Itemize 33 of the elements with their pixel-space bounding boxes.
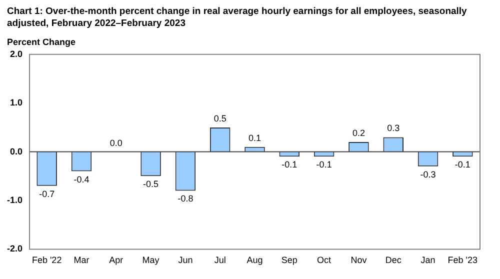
y-tick-label: 2.0 [10, 48, 23, 59]
data-label: -0.1 [282, 160, 298, 170]
data-label: -0.1 [316, 160, 332, 170]
x-tick-label: Jul [214, 255, 226, 266]
x-tick-label: Oct [317, 255, 332, 266]
x-tick-label: Apr [109, 255, 124, 266]
data-label: -0.8 [178, 194, 194, 204]
data-label: 0.5 [214, 113, 226, 124]
chart-title: Chart 1: Over-the-month percent change in real average hourly earnings for all employees, seasonally adjusted, February 2022–February 2023 [7, 6, 468, 30]
data-label: -0.5 [143, 179, 159, 190]
x-tick-label: Feb '23 [448, 255, 478, 266]
data-label: 0.3 [387, 123, 400, 134]
x-tick-label: Jun [178, 255, 193, 266]
x-tick-label: Feb '22 [32, 255, 62, 266]
y-tick-label: 1.0 [10, 98, 23, 108]
x-tick-label: Aug [246, 255, 263, 266]
x-tick-label: Dec [385, 255, 402, 266]
data-label: -0.7 [39, 188, 55, 199]
x-tick-label: Jan [420, 255, 436, 266]
data-label: 0.0 [110, 138, 122, 148]
x-tick-label: May [142, 255, 160, 266]
data-label: 0.2 [352, 128, 365, 138]
y-tick-label: -2.0 [6, 244, 23, 254]
data-label: 0.1 [248, 132, 262, 143]
data-label: -0.3 [420, 169, 436, 180]
data-label: -0.1 [454, 160, 470, 170]
y-tick-label: -1.0 [6, 194, 23, 205]
x-tick-label: Sep [281, 255, 298, 266]
x-tick-label: Mar [74, 255, 90, 266]
y-axis-title: Percent Change [7, 37, 76, 47]
y-tick-label: 0.0 [10, 146, 23, 156]
x-tick-label: Nov [350, 255, 368, 266]
data-label: -0.4 [74, 174, 90, 184]
